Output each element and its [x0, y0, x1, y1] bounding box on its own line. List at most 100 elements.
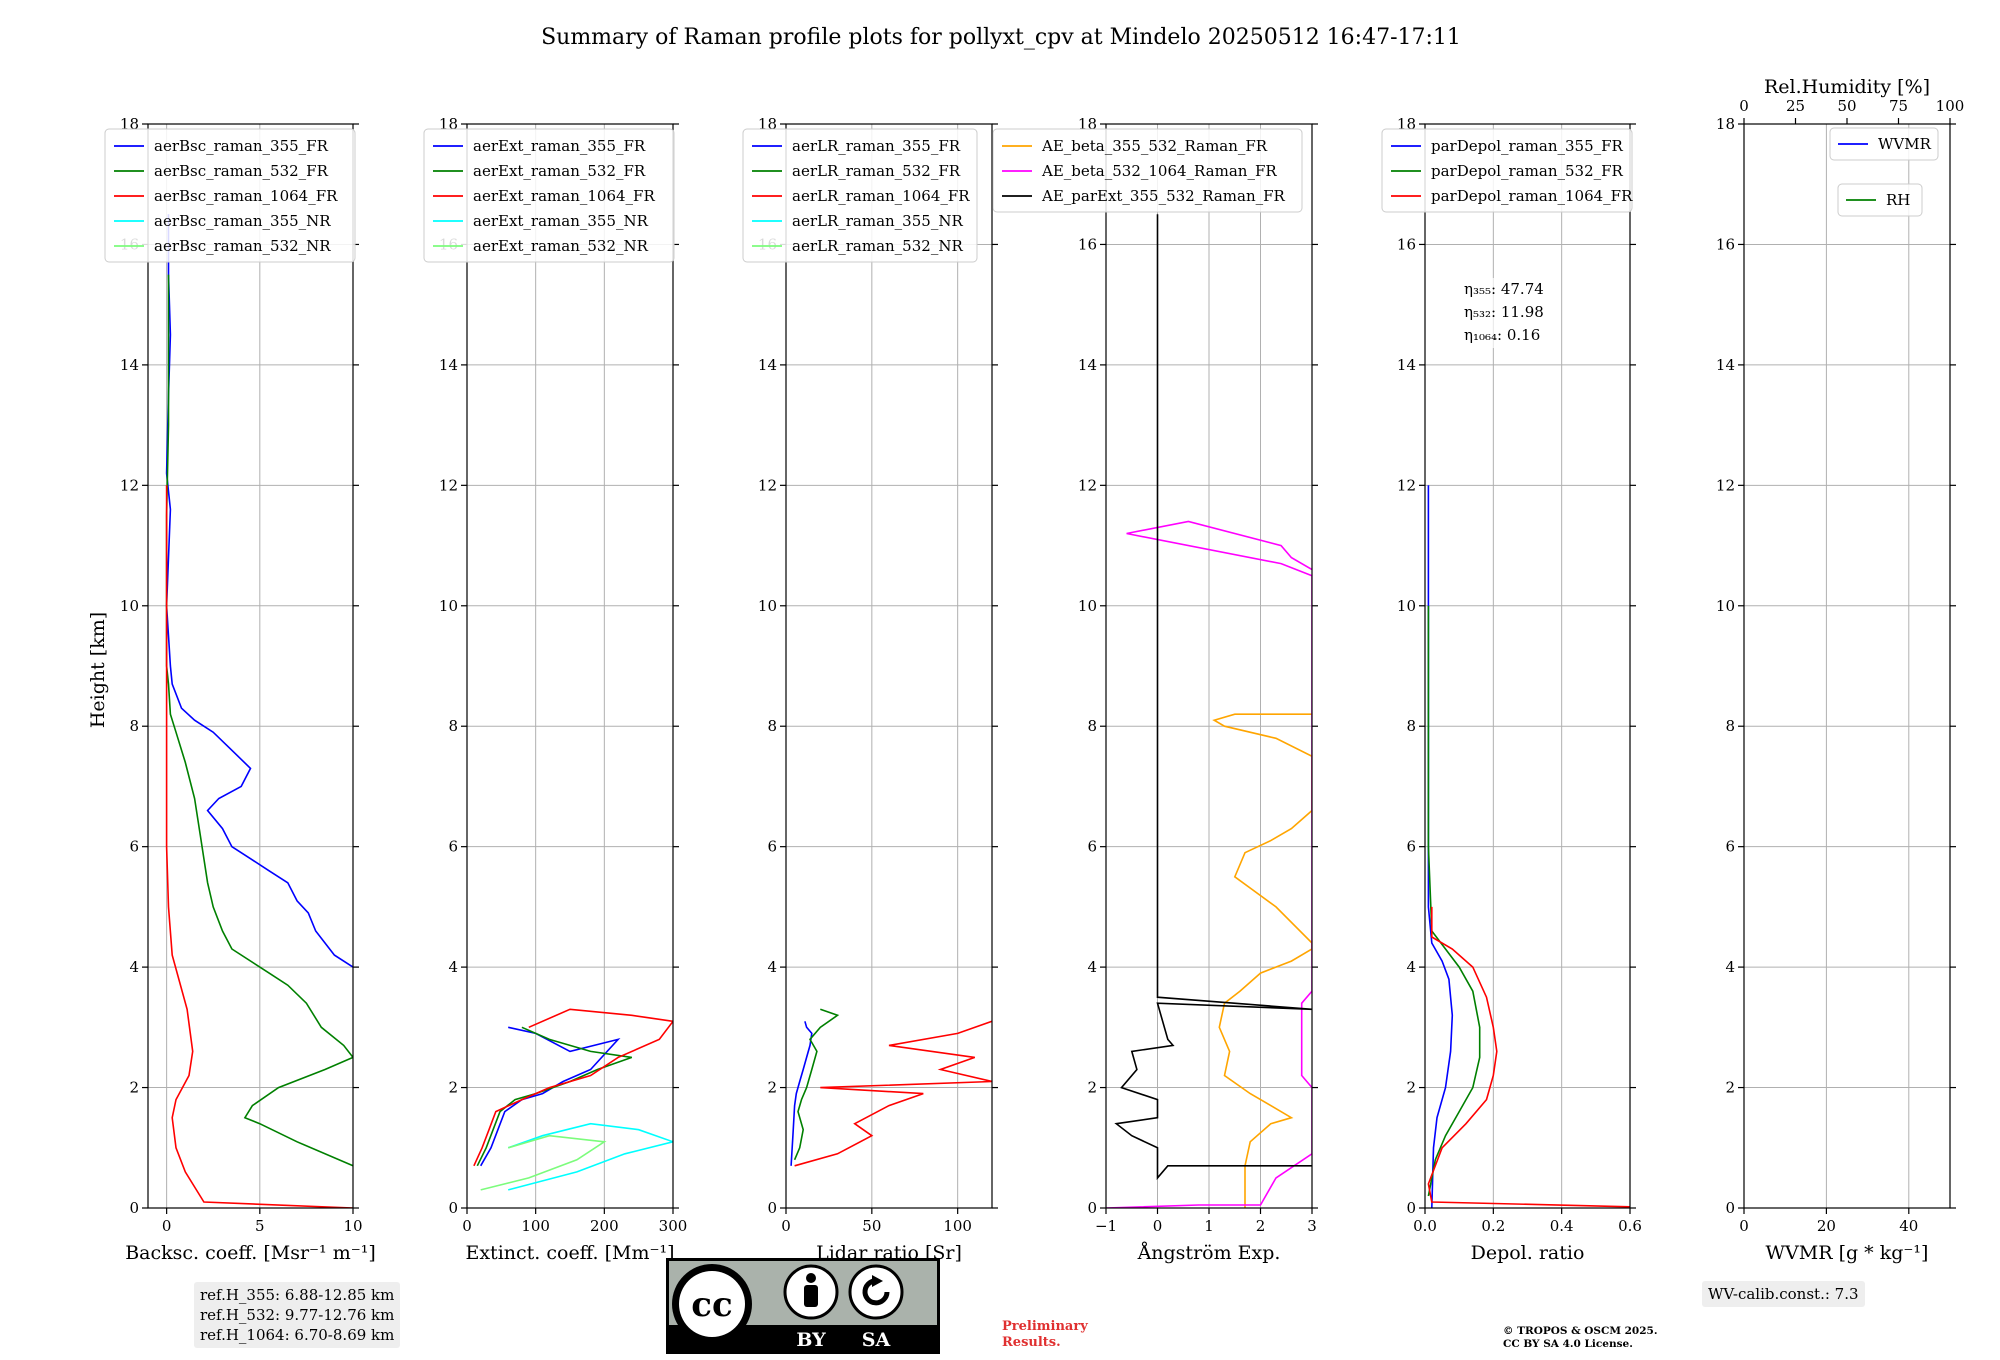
- y-tick-label: 2: [448, 1079, 458, 1097]
- y-tick-label: 2: [767, 1079, 777, 1097]
- top-tick-label: 0: [1739, 97, 1749, 115]
- copyright-notice: © TROPOS & OSCM 2025. CC BY SA 4.0 Licen…: [1503, 1325, 1658, 1351]
- axes-frame: [1743, 123, 1951, 1209]
- x-tick-label: 2: [1256, 1217, 1266, 1235]
- copyright-line-1: © TROPOS & OSCM 2025.: [1503, 1325, 1658, 1337]
- x-tick-label: 0: [1153, 1217, 1163, 1235]
- sa-label: SA: [862, 1329, 891, 1351]
- sa-icon: [848, 1264, 904, 1320]
- y-tick-label: 4: [1406, 958, 1416, 976]
- legend-box: [742, 128, 978, 263]
- series-line-aerLR_raman_355_FR: [790, 1021, 813, 1166]
- legend: aerExt_raman_355_FR aerExt_raman_532_FRae…: [423, 128, 675, 263]
- x-tick-label: 100: [521, 1217, 550, 1235]
- by-label: BY: [796, 1329, 826, 1351]
- legend-label: parDepol_raman_1064_FR: [1431, 187, 1633, 205]
- legend-label: aerExt_raman_532_NR: [473, 237, 649, 255]
- legend-box: [1381, 128, 1633, 213]
- ref-height-532: ref.H_532: 9.77-12.76 km: [200, 1306, 395, 1324]
- preliminary-line-1: Preliminary: [1002, 1319, 1088, 1334]
- copyright-line-2: CC BY SA 4.0 License.: [1503, 1338, 1633, 1350]
- y-tick-label: 2: [1406, 1079, 1416, 1097]
- y-tick-label: 8: [767, 717, 777, 735]
- legend-box: [423, 128, 675, 263]
- series-group: [1106, 214, 1312, 1208]
- y-tick-label: 12: [120, 476, 139, 494]
- top-tick-label: 75: [1889, 97, 1908, 115]
- y-tick-label: 2: [1725, 1079, 1735, 1097]
- legend-label: aerExt_raman_355_FR: [473, 137, 646, 155]
- legend-box: [1829, 127, 1939, 161]
- legend-label: aerLR_raman_532_NR: [792, 237, 963, 255]
- x-tick-label: −1: [1095, 1217, 1117, 1235]
- y-tick-label: 6: [1087, 838, 1097, 856]
- top-tick-label: 25: [1786, 97, 1805, 115]
- y-tick-label: 8: [1087, 717, 1097, 735]
- y-tick-label: 14: [439, 356, 458, 374]
- y-tick-label: 4: [129, 958, 139, 976]
- legend-label: aerBsc_raman_532_NR: [154, 237, 331, 255]
- series-line-parDepol_raman_532_FR: [1427, 605, 1481, 1197]
- axes-frame: [466, 123, 674, 1209]
- panel-lr: 024681012141618050100Lidar ratio [Sr]aer…: [742, 115, 998, 1264]
- x-tick-label: 1: [1204, 1217, 1214, 1235]
- eta-annotation: η₃₅₅: 47.74 η₅₃₂: 11.98 η₁₀₆₄: 0.16: [1460, 278, 1560, 348]
- series-line-AE_beta_355_532_Raman_FR: [1212, 713, 1312, 1208]
- y-tick-label: 6: [1406, 838, 1416, 856]
- eta-box: [1460, 278, 1560, 348]
- preliminary-notice: Preliminary Results.: [1002, 1319, 1088, 1351]
- series-line-parDepol_raman_1064_FR: [1427, 906, 1630, 1208]
- y-tick-label: 10: [439, 597, 458, 615]
- ref-height-1064: ref.H_1064: 6.70-8.69 km: [200, 1326, 395, 1344]
- top-axis-label: Rel.Humidity [%]: [1764, 76, 1930, 98]
- y-tick-label: 0: [448, 1199, 458, 1217]
- y-tick-label: 4: [448, 958, 458, 976]
- series-group: [790, 1008, 992, 1167]
- x-tick-label: 50: [862, 1217, 881, 1235]
- x-tick-label: 40: [1899, 1217, 1918, 1235]
- y-axis-label: Height [km]: [87, 612, 109, 728]
- y-tick-label: 16: [1078, 235, 1097, 253]
- x-tick-label: 0.4: [1550, 1217, 1574, 1235]
- x-tick-label: 20: [1817, 1217, 1836, 1235]
- legend-label: aerBsc_raman_355_FR: [154, 137, 329, 155]
- legend-label: WVMR: [1878, 135, 1932, 153]
- y-tick-label: 10: [1078, 597, 1097, 615]
- legend: aerLR_raman_355_FR aerLR_raman_532_FR aerL…: [742, 128, 978, 263]
- x-axis-label: WVMR [g * kg⁻¹]: [1766, 1242, 1929, 1264]
- y-tick-label: 10: [120, 597, 139, 615]
- top-tick-label: 100: [1936, 97, 1965, 115]
- y-tick-label: 6: [448, 838, 458, 856]
- sa-icon-arrow: [872, 1275, 883, 1287]
- legend-label: parDepol_raman_532_FR: [1431, 162, 1624, 180]
- series-line-parDepol_raman_355_FR: [1427, 485, 1454, 1208]
- y-tick-label: 18: [1716, 115, 1735, 133]
- y-tick-label: 12: [1397, 476, 1416, 494]
- reference-heights-box: ref.H_355: 6.88-12.85 km ref.H_532: 9.77…: [194, 1282, 401, 1348]
- x-tick-label: 0.2: [1481, 1217, 1505, 1235]
- legend-label: parDepol_raman_355_FR: [1431, 137, 1624, 155]
- legend-label: aerExt_raman_1064_FR: [473, 187, 655, 205]
- series-line-aerLR_raman_1064_FR: [794, 1020, 992, 1167]
- y-tick-label: 6: [129, 838, 139, 856]
- panels: 0246810121416180510Backsc. coeff. [Msr⁻¹…: [104, 76, 1964, 1264]
- x-axis-label: Depol. ratio: [1471, 1242, 1585, 1264]
- by-icon-body: [804, 1285, 818, 1307]
- axes-frame: [785, 123, 993, 1209]
- y-tick-label: 12: [1078, 476, 1097, 494]
- x-axis-label: Backsc. coeff. [Msr⁻¹ m⁻¹]: [125, 1242, 376, 1264]
- y-tick-label: 4: [1725, 958, 1735, 976]
- y-tick-label: 8: [129, 717, 139, 735]
- legend-label: aerLR_raman_355_NR: [792, 212, 963, 230]
- y-tick-label: 14: [1716, 356, 1735, 374]
- y-tick-label: 14: [120, 356, 139, 374]
- y-tick-label: 14: [758, 356, 777, 374]
- wv-calibration-box: WV-calib.const.: 7.3: [1702, 1281, 1865, 1307]
- y-tick-label: 16: [1716, 235, 1735, 253]
- y-tick-label: 6: [1725, 838, 1735, 856]
- axes-frame: [1424, 123, 1631, 1209]
- x-tick-label: 5: [255, 1217, 265, 1235]
- figure-title: Summary of Raman profile plots for polly…: [541, 25, 1461, 50]
